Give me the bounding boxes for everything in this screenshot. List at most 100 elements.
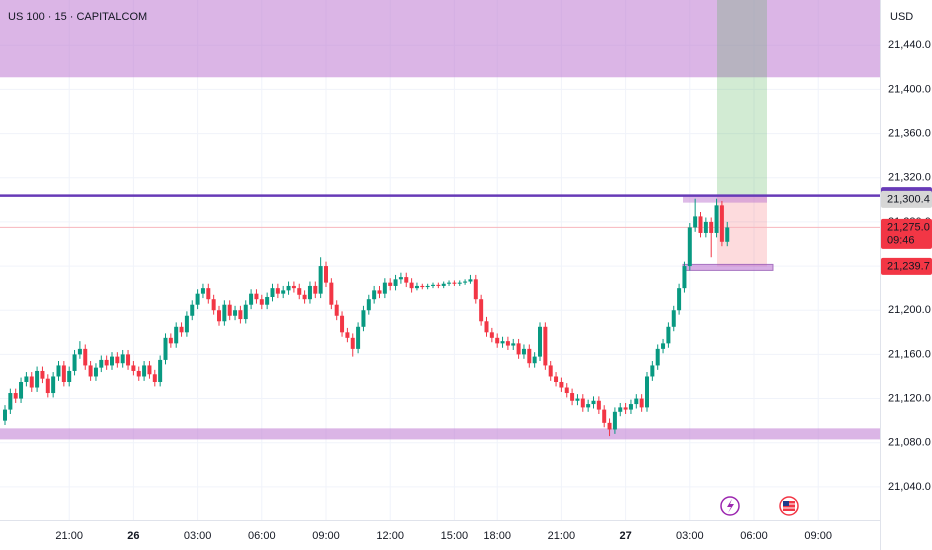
candle-body: [425, 285, 430, 288]
event-icon[interactable]: [720, 496, 740, 516]
candle-body: [495, 337, 500, 344]
candle-body: [404, 277, 409, 283]
candle-body: [174, 326, 179, 344]
candle-body: [420, 285, 425, 288]
price-tag-label: 21,239.7: [887, 260, 930, 272]
candle-body: [163, 337, 168, 360]
candle-body: [489, 332, 494, 338]
candle-body: [698, 216, 703, 233]
candle-body: [281, 290, 286, 294]
candle-body: [211, 299, 216, 311]
candle-body: [99, 359, 104, 368]
x-tick-label: 12:00: [376, 530, 404, 542]
candle-body: [238, 310, 243, 320]
x-tick-label: 18:00: [483, 530, 511, 542]
candle-body: [372, 290, 377, 300]
candle-body: [350, 337, 355, 349]
candle-body: [356, 326, 361, 349]
candle-body: [677, 288, 682, 311]
candle-body: [538, 326, 542, 357]
candle-body: [72, 354, 77, 371]
candle-body: [195, 293, 200, 305]
candle-body: [666, 326, 671, 344]
candle-body: [714, 205, 719, 233]
candle-body: [703, 221, 708, 233]
price-tag: [881, 218, 932, 249]
candles: [3, 198, 730, 437]
x-tick-label: 03:00: [184, 530, 212, 542]
candle-body: [661, 343, 666, 349]
candle-body: [612, 411, 617, 430]
candle-body: [580, 398, 585, 408]
candle-body: [222, 304, 227, 322]
candle-body: [650, 365, 655, 377]
candle-body: [254, 293, 259, 300]
x-tick-label: 06:00: [248, 530, 276, 542]
candle-body: [521, 348, 526, 355]
candle-body: [291, 285, 296, 289]
candle-body: [77, 348, 82, 355]
candle-body: [564, 387, 569, 394]
candle-body: [206, 288, 211, 300]
candle-body: [393, 279, 398, 286]
candle-body: [484, 321, 489, 333]
chart-title: US 100 · 15 · CAPITALCOM: [8, 11, 147, 23]
candle-body: [227, 304, 232, 316]
candle-body: [67, 370, 72, 382]
candle-body: [45, 378, 50, 394]
candle-body: [382, 282, 387, 294]
candle-body: [297, 288, 302, 295]
candle-body: [377, 290, 382, 294]
y-tick-label: 21,160.0: [888, 348, 931, 360]
candle-body: [152, 374, 157, 382]
candle-body: [217, 310, 221, 322]
candle-body: [634, 398, 639, 405]
x-tick-label: 09:00: [312, 530, 340, 542]
candle-body: [596, 400, 601, 410]
candle-body: [671, 310, 676, 327]
candle-body: [607, 422, 612, 430]
candle-body: [340, 315, 345, 333]
candle-body: [126, 354, 131, 366]
zones: [0, 0, 880, 440]
candle-body: [270, 288, 275, 297]
candle-body: [527, 348, 532, 364]
price-tag-label: 21,300.4: [887, 193, 930, 205]
candle-body: [51, 376, 56, 394]
candle-body: [457, 282, 462, 284]
candle-body: [19, 381, 24, 399]
candle-body: [286, 285, 291, 291]
axes: 21,040.0 21,080.0 21,120.0 21,160.0 21,200.0…: [55, 39, 932, 542]
candle-body: [682, 266, 687, 289]
candle-body: [200, 288, 205, 294]
zone: [0, 428, 880, 440]
candle-body: [302, 294, 307, 300]
candle-body: [719, 205, 724, 242]
candle-body: [110, 356, 114, 366]
candle-body: [575, 398, 580, 401]
candle-body: [436, 284, 441, 286]
candle-body: [88, 365, 93, 377]
candle-body: [115, 356, 120, 364]
candle-body: [56, 365, 61, 377]
candle-body: [543, 326, 548, 366]
candle-body: [249, 293, 254, 305]
candle-body: [345, 332, 350, 338]
candle-body: [452, 282, 457, 284]
candle-body: [468, 279, 473, 282]
candle-body: [35, 370, 40, 388]
y-tick-label: 21,200.0: [888, 304, 931, 316]
flag-icon-canton: [783, 501, 789, 506]
stop-zone: [717, 195, 767, 267]
flag-icon[interactable]: [779, 496, 799, 516]
candle-body: [361, 310, 366, 327]
candle-body: [40, 370, 45, 379]
candle-body: [243, 304, 248, 320]
candle-body: [516, 343, 521, 355]
candle-body: [158, 359, 163, 382]
candle-body: [3, 409, 7, 421]
candle-body: [532, 356, 537, 364]
candle-body: [398, 277, 403, 280]
event-icon-bolt: [727, 499, 734, 513]
